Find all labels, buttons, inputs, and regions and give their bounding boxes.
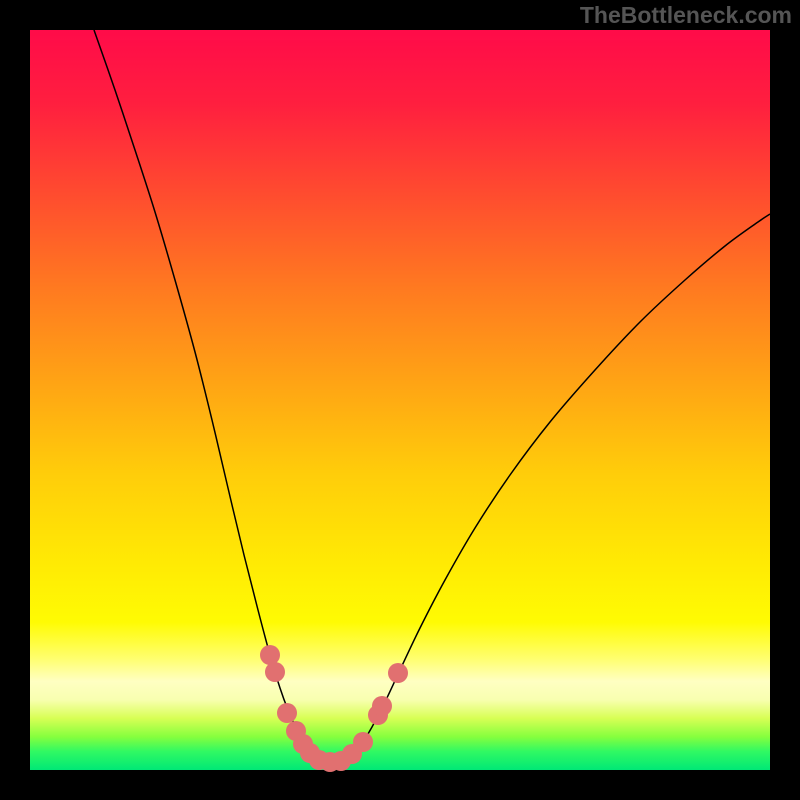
chart-svg [0, 0, 800, 800]
watermark-label: TheBottleneck.com [580, 2, 792, 29]
plot-background [30, 30, 770, 770]
chart-container: TheBottleneck.com [0, 0, 800, 800]
curve-marker [260, 645, 280, 665]
curve-marker [372, 696, 392, 716]
curve-marker [388, 663, 408, 683]
curve-marker [277, 703, 297, 723]
curve-marker [265, 662, 285, 682]
curve-marker [353, 732, 373, 752]
